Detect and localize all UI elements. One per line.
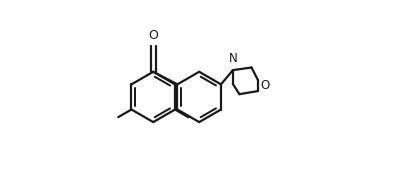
Text: N: N xyxy=(229,52,237,65)
Text: O: O xyxy=(261,79,270,92)
Text: O: O xyxy=(148,29,158,42)
